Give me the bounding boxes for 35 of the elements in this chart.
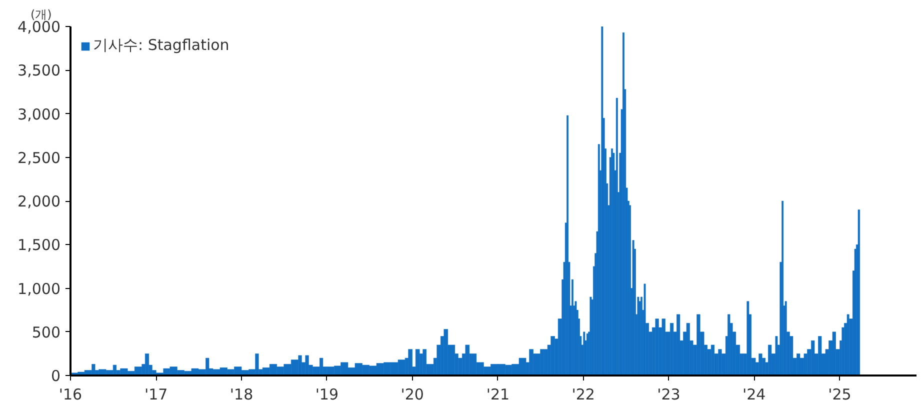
y-tick-label: 2,000 [18, 192, 61, 210]
x-tick-label: '18 [230, 386, 254, 404]
bar [305, 355, 309, 376]
x-tick-label: '25 [828, 386, 852, 404]
bar [842, 327, 844, 376]
bar [746, 301, 750, 376]
bar [832, 332, 836, 376]
bar [818, 336, 822, 376]
y-tick-label: 0 [50, 367, 61, 385]
bar [676, 314, 680, 376]
y-tick-label: 3,000 [18, 105, 61, 124]
y-axis-title: (개) [30, 8, 52, 22]
x-tick-label: '21 [486, 386, 510, 404]
x-tick-label: '16 [58, 386, 82, 404]
bar [408, 349, 412, 376]
y-tick-label: 2,500 [18, 148, 61, 167]
bar [811, 340, 815, 376]
x-tick-label: '24 [742, 386, 766, 404]
x-tick-label: '19 [315, 386, 339, 404]
bar [458, 358, 462, 376]
x-tick-label: '22 [572, 386, 595, 404]
y-tick-label: 3,500 [18, 62, 61, 80]
bar [758, 354, 762, 376]
bar [696, 314, 700, 376]
bar [550, 336, 555, 376]
x-tick-label: '20 [400, 386, 424, 404]
bar [800, 358, 804, 376]
bar [686, 323, 690, 376]
x-tick-label: '23 [657, 386, 680, 404]
bar [768, 344, 772, 376]
x-tick-label: '17 [144, 386, 168, 404]
legend-label: 기사수: Stagflation [93, 36, 230, 55]
y-tick-label: 500 [32, 323, 61, 342]
y-tick-label: 1,500 [18, 236, 61, 254]
y-tick-label: 1,000 [18, 280, 61, 298]
